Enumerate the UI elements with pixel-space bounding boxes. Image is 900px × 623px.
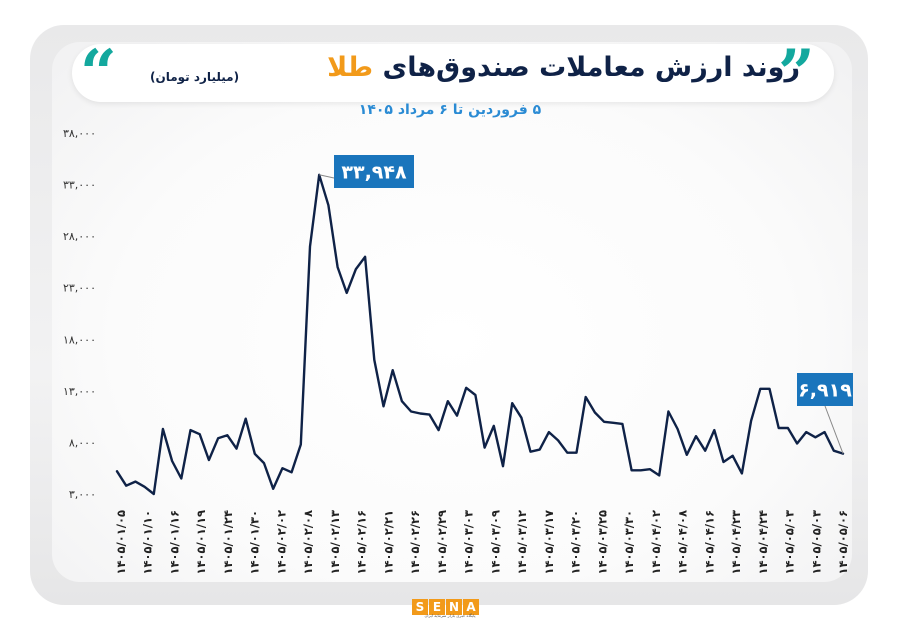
x-tick-label: ۱۴۰۵/۰۵/۰۳ [809, 510, 823, 575]
x-tick-label: ۱۴۰۵/۰۲/۲۱ [381, 510, 395, 575]
x-tick-label: ۱۴۰۵/۰۱/۱۶ [167, 510, 181, 575]
title-bar [72, 44, 834, 102]
x-tick-label: ۱۴۰۵/۰۲/۰۲ [274, 510, 288, 575]
x-tick-label: ۱۴۰۵/۰۳/۱۷ [542, 510, 556, 575]
x-tick-label: ۱۴۰۵/۰۴/۰۲ [649, 510, 663, 575]
x-tick-label: ۱۴۰۵/۰۲/۱۶ [355, 510, 369, 575]
x-tick-label: ۱۴۰۵/۰۱/۲۴ [221, 510, 235, 575]
x-tick-label: ۱۴۰۵/۰۳/۳۰ [622, 510, 636, 575]
y-tick-label: ۳,۰۰۰ [69, 488, 96, 501]
x-tick-label: ۱۴۰۵/۰۳/۲۵ [595, 510, 609, 575]
x-tick-label: ۱۴۰۵/۰۱/۱۹ [194, 510, 208, 575]
callout-box [334, 155, 414, 188]
logo-letter: A [463, 599, 479, 615]
chart-title: روند ارزش معاملات صندوق‌های طلا [327, 52, 800, 83]
chart-subtitle: ۵ فروردین تا ۶ مرداد ۱۴۰۵ [358, 102, 542, 118]
x-tick-label: ۱۴۰۵/۰۲/۲۶ [408, 510, 422, 575]
x-tick-label: ۱۴۰۵/۰۳/۰۳ [462, 510, 476, 575]
y-tick-label: ۲۸,۰۰۰ [63, 230, 96, 243]
y-tick-label: ۱۸,۰۰۰ [63, 333, 96, 346]
logo-letter: E [429, 599, 445, 615]
x-tick-label: ۱۴۰۵/۰۵/۰۳ [783, 510, 797, 575]
x-tick-label: ۱۴۰۵/۰۴/۲۴ [756, 510, 770, 575]
x-tick-label: ۱۴۰۵/۰۲/۱۳ [328, 510, 342, 575]
y-tick-label: ۳۸,۰۰۰ [63, 127, 96, 140]
logo-letter: N [446, 599, 462, 615]
x-tick-label: ۱۴۰۵/۰۳/۰۹ [488, 510, 502, 575]
logo-tagline: پایگاه خبری بازار سرمایه ایران [424, 613, 476, 618]
x-tick-label: ۱۴۰۵/۰۱/۰۵ [114, 510, 128, 575]
x-tick-label: ۱۴۰۵/۰۵/۰۶ [836, 510, 850, 575]
x-tick-label: ۱۴۰۵/۰۱/۳۰ [248, 510, 262, 575]
x-tick-label: ۱۴۰۵/۰۳/۱۲ [515, 510, 529, 575]
y-tick-label: ۸,۰۰۰ [69, 436, 96, 449]
title-main: روند ارزش معاملات صندوق‌های [382, 52, 800, 83]
quote-open-icon: “ [80, 36, 117, 111]
callout-leader [824, 405, 844, 454]
x-tick-label: ۱۴۰۵/۰۲/۰۸ [301, 510, 315, 575]
x-tick-label: ۱۴۰۵/۰۴/۱۶ [702, 510, 716, 575]
y-tick-label: ۲۳,۰۰۰ [63, 282, 96, 295]
x-tick-label: ۱۴۰۵/۰۴/۰۸ [676, 510, 690, 575]
y-tick-label: ۱۳,۰۰۰ [63, 385, 96, 398]
unit-label: (میلیارد تومان) [150, 70, 240, 84]
callout-box [797, 373, 853, 406]
x-tick-label: ۱۴۰۵/۰۲/۲۹ [435, 510, 449, 575]
x-tick-label: ۱۴۰۵/۰۴/۲۳ [729, 510, 743, 575]
callout-leader [319, 174, 335, 179]
callout-label: ۶,۹۱۹ [798, 380, 852, 402]
series-line [115, 173, 845, 496]
chart-card [52, 42, 852, 582]
quote-close-icon: ” [778, 36, 815, 111]
y-tick-label: ۳۳,۰۰۰ [63, 179, 96, 192]
x-tick-label: ۱۴۰۵/۰۱/۱۰ [141, 510, 155, 575]
title-highlight: طلا [327, 52, 374, 83]
callout-label: ۳۳,۹۴۸ [341, 162, 407, 184]
x-tick-label: ۱۴۰۵/۰۳/۲۰ [569, 510, 583, 575]
logo-letter: S [412, 599, 428, 615]
